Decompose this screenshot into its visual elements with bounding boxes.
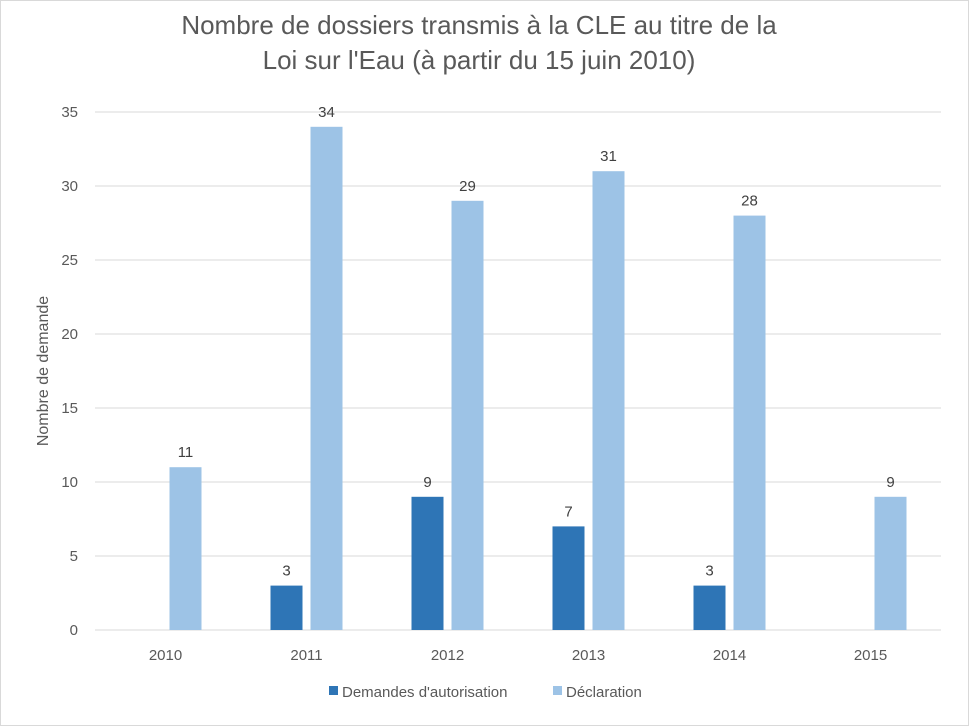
data-label-autorisation-2014: 3 [705, 563, 713, 580]
bar-autorisation-2013 [552, 526, 585, 630]
data-label-autorisation-2011: 3 [282, 563, 290, 580]
data-label-declaration-2013: 31 [600, 148, 617, 165]
bar-autorisation-2012 [411, 496, 444, 630]
data-label-declaration-2015: 9 [886, 474, 894, 491]
x-tick-label-2015: 2015 [854, 647, 887, 664]
bar-autorisation-2011 [270, 585, 303, 630]
data-label-declaration-2014: 28 [741, 193, 758, 210]
data-label-declaration-2010: 11 [178, 444, 194, 461]
y-tick-label-0: 0 [70, 622, 78, 639]
legend-item-autorisation-label: Demandes d'autorisation [342, 684, 507, 701]
y-tick-label-35: 35 [61, 104, 78, 121]
bar-declaration-2011 [310, 126, 343, 631]
y-tick-label-30: 30 [61, 178, 78, 195]
y-tick-label-20: 20 [61, 326, 78, 343]
x-tick-label-2013: 2013 [572, 647, 605, 664]
bar-declaration-2013 [592, 171, 625, 630]
x-tick-label-2012: 2012 [431, 647, 464, 664]
bar-declaration-2014 [733, 215, 766, 630]
legend-item-declaration-label: Déclaration [566, 684, 642, 701]
chart-title-line-1: Nombre de dossiers transmis à la CLE au … [181, 10, 777, 40]
x-tick-label-2011: 2011 [290, 647, 322, 664]
chart-title-line-2: Loi sur l'Eau (à partir du 15 juin 2010) [263, 45, 696, 75]
bar-declaration-2010 [169, 467, 202, 630]
y-tick-label-25: 25 [61, 252, 78, 269]
x-tick-label-2010: 2010 [149, 647, 182, 664]
data-label-autorisation-2012: 9 [423, 474, 431, 491]
x-tick-label-2014: 2014 [713, 647, 746, 664]
y-tick-label-5: 5 [70, 548, 78, 565]
bar-declaration-2012 [451, 200, 484, 631]
legend-item-autorisation-swatch [329, 686, 338, 695]
data-label-declaration-2011: 34 [318, 104, 335, 121]
y-tick-label-15: 15 [61, 400, 78, 417]
y-axis-title: Nombre de demande [35, 296, 52, 446]
legend-item-declaration-swatch [553, 686, 562, 695]
data-label-autorisation-2013: 7 [564, 503, 572, 520]
bar-declaration-2015 [874, 496, 907, 630]
y-tick-label-10: 10 [61, 474, 78, 491]
bar-autorisation-2014 [693, 585, 726, 630]
data-label-declaration-2012: 29 [459, 178, 476, 195]
